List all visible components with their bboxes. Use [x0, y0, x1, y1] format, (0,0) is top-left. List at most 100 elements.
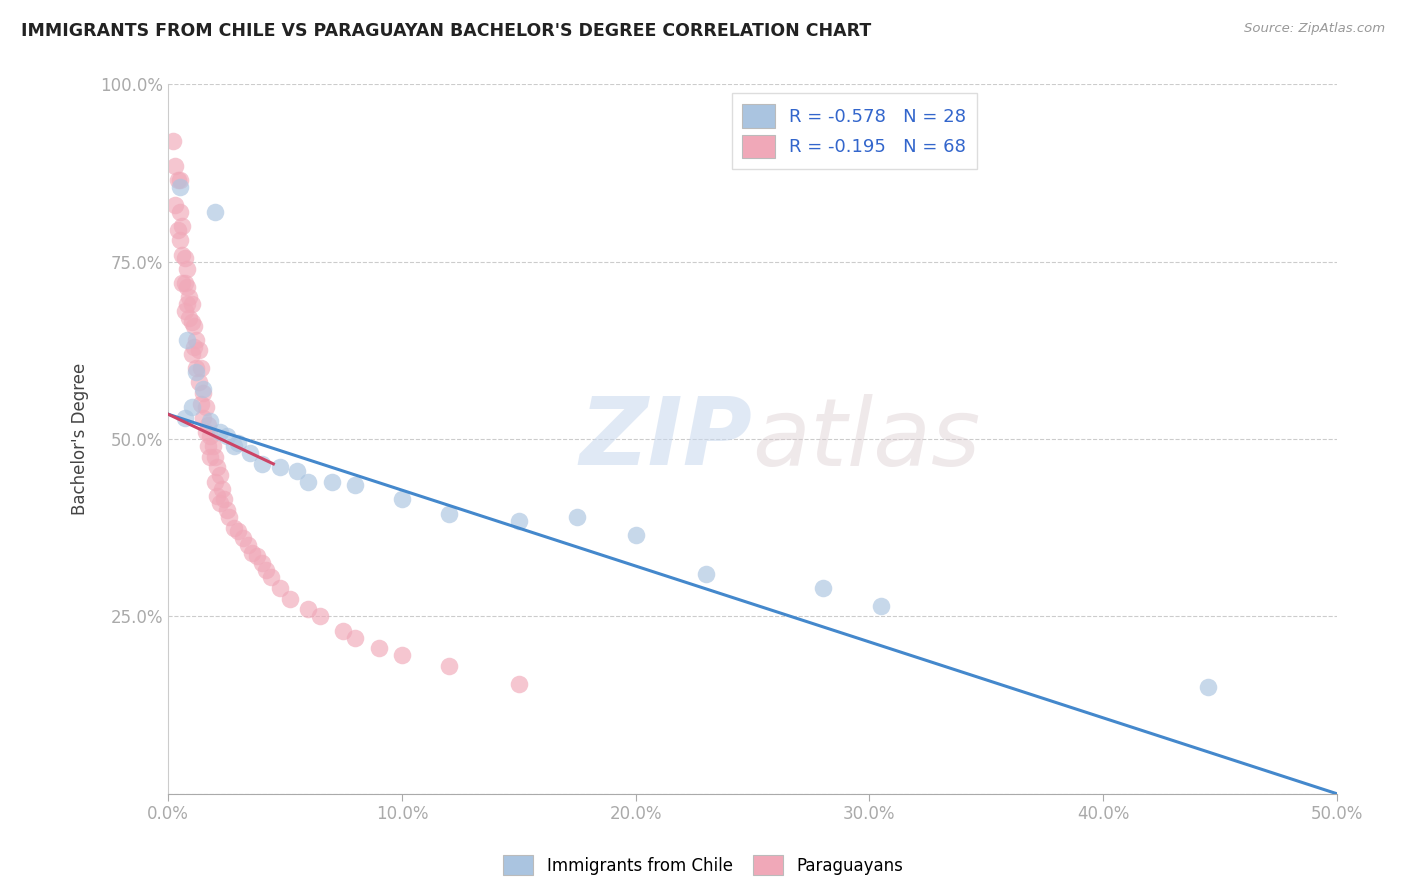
Point	[297, 475, 319, 489]
Point	[321, 475, 343, 489]
Point	[169, 234, 191, 248]
Point	[204, 205, 226, 219]
Point	[172, 219, 194, 234]
Point	[180, 400, 202, 414]
Point	[228, 524, 250, 539]
Point	[194, 400, 217, 414]
Point	[240, 545, 263, 559]
Point	[208, 496, 231, 510]
Point	[269, 460, 291, 475]
Point	[437, 507, 460, 521]
Point	[179, 311, 201, 326]
Point	[208, 467, 231, 482]
Point	[309, 609, 332, 624]
Point	[169, 205, 191, 219]
Point	[260, 570, 283, 584]
Text: Source: ZipAtlas.com: Source: ZipAtlas.com	[1244, 22, 1385, 36]
Point	[367, 641, 389, 656]
Point	[193, 410, 215, 425]
Point	[391, 492, 413, 507]
Point	[173, 251, 195, 265]
Point	[222, 439, 245, 453]
Point	[183, 340, 205, 354]
Text: atlas: atlas	[752, 393, 981, 484]
Point	[211, 482, 233, 496]
Point	[173, 304, 195, 318]
Point	[180, 297, 202, 311]
Point	[194, 425, 217, 439]
Point	[200, 428, 222, 442]
Point	[204, 450, 226, 464]
Point	[162, 134, 184, 148]
Point	[180, 315, 202, 329]
Point	[169, 180, 191, 194]
Point	[180, 347, 202, 361]
Point	[200, 414, 222, 428]
Point	[207, 489, 229, 503]
Point	[173, 276, 195, 290]
Point	[165, 198, 187, 212]
Point	[190, 396, 212, 410]
Point	[201, 439, 224, 453]
Point	[172, 247, 194, 261]
Point	[332, 624, 354, 638]
Point	[344, 478, 367, 492]
Point	[197, 417, 219, 432]
Point	[811, 581, 834, 595]
Point	[190, 361, 212, 376]
Point	[169, 173, 191, 187]
Point	[176, 333, 198, 347]
Point	[250, 457, 273, 471]
Point	[173, 410, 195, 425]
Point	[176, 279, 198, 293]
Point	[183, 318, 205, 333]
Point	[215, 428, 238, 442]
Point	[193, 383, 215, 397]
Point	[208, 425, 231, 439]
Point	[695, 566, 717, 581]
Point	[207, 460, 229, 475]
Point	[297, 602, 319, 616]
Point	[239, 446, 262, 460]
Point	[624, 528, 647, 542]
Point	[218, 510, 240, 524]
Point	[246, 549, 269, 563]
Point	[222, 521, 245, 535]
Point	[344, 631, 367, 645]
Point	[165, 159, 187, 173]
Point	[870, 599, 893, 613]
Point	[172, 276, 194, 290]
Point	[236, 538, 259, 552]
Point	[187, 343, 209, 358]
Point	[186, 365, 208, 379]
Point	[179, 290, 201, 304]
Point	[508, 677, 530, 691]
Point	[176, 261, 198, 276]
Point	[254, 563, 277, 577]
Legend: Immigrants from Chile, Paraguayans: Immigrants from Chile, Paraguayans	[495, 847, 911, 884]
Point	[186, 361, 208, 376]
Point	[228, 435, 250, 450]
Point	[250, 556, 273, 570]
Legend: R = -0.578   N = 28, R = -0.195   N = 68: R = -0.578 N = 28, R = -0.195 N = 68	[731, 94, 977, 169]
Text: IMMIGRANTS FROM CHILE VS PARAGUAYAN BACHELOR'S DEGREE CORRELATION CHART: IMMIGRANTS FROM CHILE VS PARAGUAYAN BACH…	[21, 22, 872, 40]
Point	[204, 475, 226, 489]
Point	[232, 532, 254, 546]
Point	[1197, 681, 1219, 695]
Text: ZIP: ZIP	[579, 393, 752, 485]
Point	[193, 386, 215, 401]
Y-axis label: Bachelor's Degree: Bachelor's Degree	[72, 363, 89, 516]
Point	[186, 333, 208, 347]
Point	[200, 450, 222, 464]
Point	[508, 514, 530, 528]
Point	[215, 503, 238, 517]
Point	[567, 510, 589, 524]
Point	[269, 581, 291, 595]
Point	[197, 439, 219, 453]
Point	[285, 464, 308, 478]
Point	[166, 223, 188, 237]
Point	[391, 648, 413, 663]
Point	[166, 173, 188, 187]
Point	[176, 297, 198, 311]
Point	[278, 591, 301, 606]
